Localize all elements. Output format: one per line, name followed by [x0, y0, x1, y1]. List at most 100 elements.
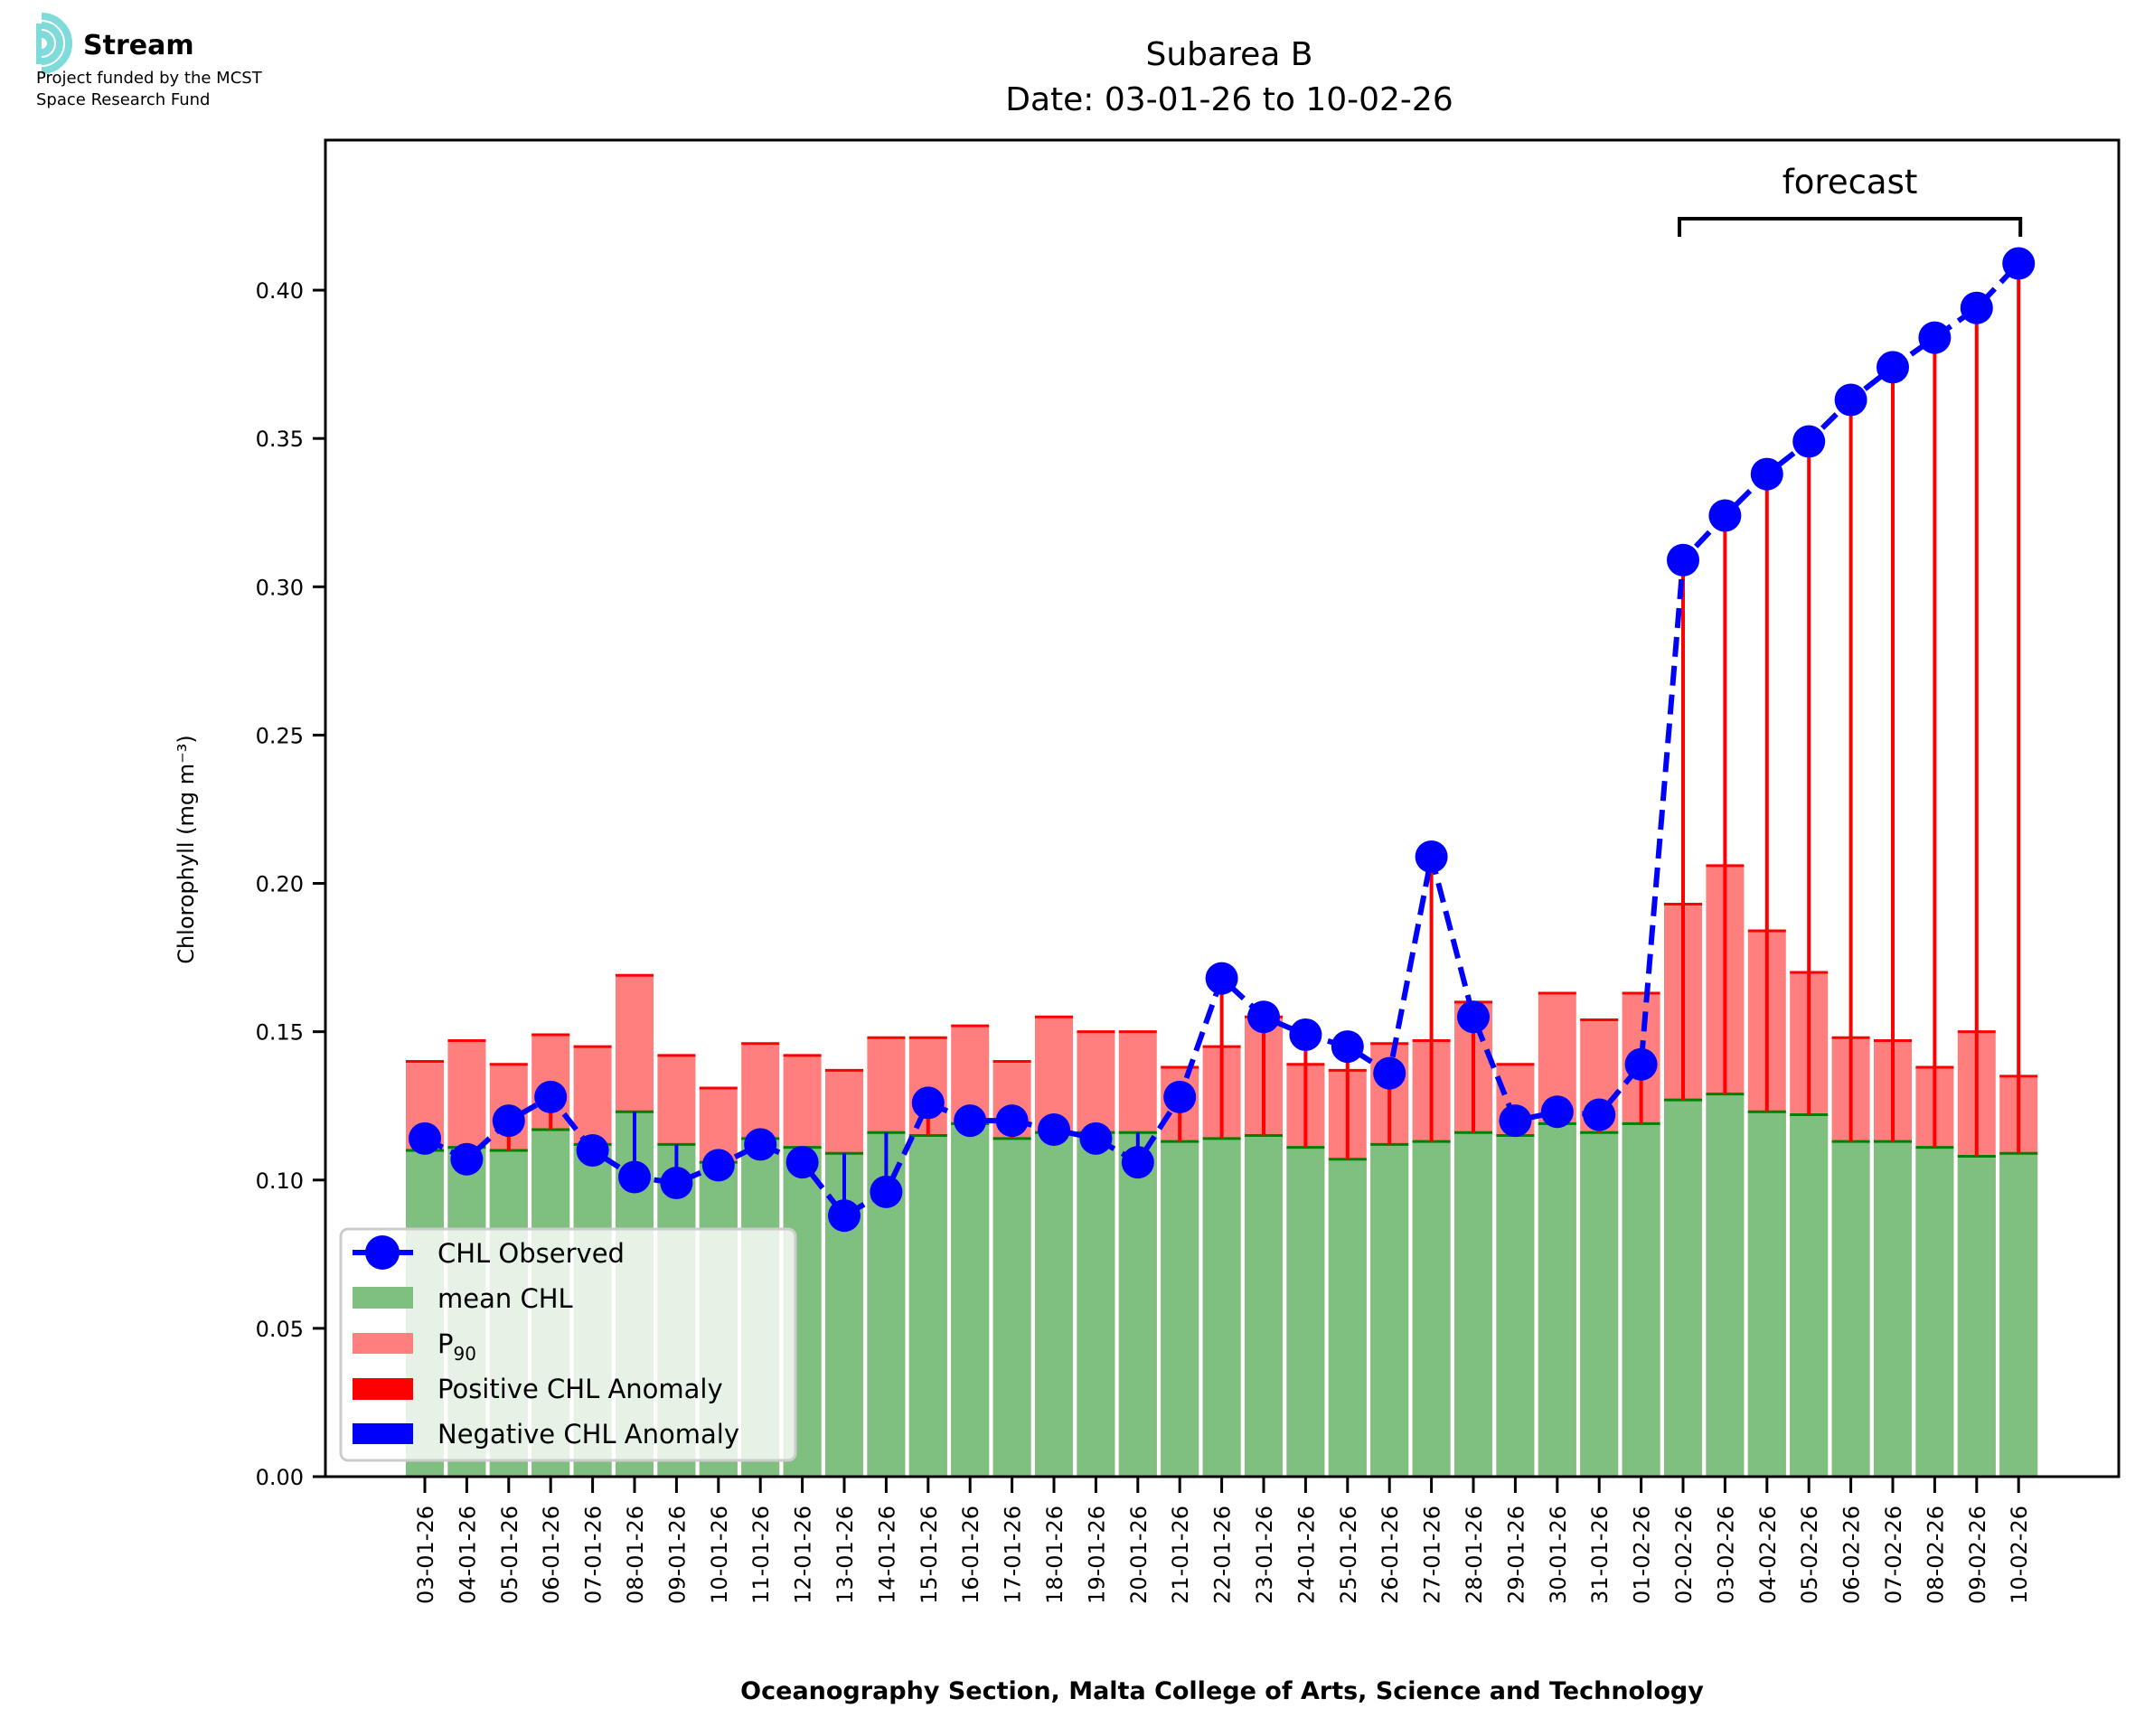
logo-name: Stream [83, 30, 194, 61]
mean-bar [1035, 1132, 1073, 1477]
y-tick-label: 0.35 [256, 427, 304, 452]
mean-bar [1580, 1132, 1619, 1477]
y-tick-label: 0.10 [256, 1168, 304, 1194]
observed-point [1079, 1121, 1113, 1155]
anomaly-layer [423, 263, 2021, 1216]
x-axis: 03-01-26 04-01-26 05-01-26 06-01-26 07-01-26… [413, 1477, 2032, 1604]
observed-point [995, 1104, 1029, 1138]
observed-point [1499, 1104, 1532, 1138]
y-tick-label: 0.40 [256, 278, 304, 304]
x-tick-label: 06-01-26 [539, 1506, 564, 1604]
observed-point [911, 1086, 945, 1120]
y-tick-label: 0.15 [256, 1020, 304, 1046]
observed-point [1960, 291, 1993, 324]
x-tick-label: 10-01-26 [707, 1506, 732, 1604]
x-tick-label: 30-01-26 [1546, 1506, 1571, 1604]
observed-point [1415, 840, 1448, 874]
x-tick-label: 28-01-26 [1462, 1506, 1487, 1604]
observed-point [1667, 543, 1699, 577]
x-tick-label: 25-01-26 [1336, 1506, 1361, 1604]
x-tick-label: 17-01-26 [1001, 1506, 1026, 1604]
logo-wave [41, 22, 63, 65]
x-tick-label: 06-02-26 [1839, 1506, 1865, 1604]
x-tick-label: 04-01-26 [455, 1506, 480, 1604]
observed-point [618, 1160, 651, 1194]
legend-mean-swatch [353, 1287, 413, 1309]
mean-bar [1370, 1144, 1409, 1477]
x-tick-label: 16-01-26 [958, 1506, 983, 1604]
x-tick-label: 21-01-26 [1168, 1506, 1193, 1604]
chart-subtitle: Date: 03-01-26 to 10-02-26 [1005, 81, 1453, 118]
observed-point [701, 1149, 735, 1182]
forecast-bracket [1678, 217, 2023, 237]
x-tick-label: 15-01-26 [917, 1506, 942, 1604]
logo-subtitle-line-1: Project funded by the MCST [36, 69, 263, 88]
observed-point [744, 1128, 777, 1161]
observed-point [450, 1142, 484, 1176]
mean-bar [1999, 1153, 2038, 1477]
observed-point [1750, 457, 1783, 491]
x-tick-label: 26-01-26 [1378, 1506, 1403, 1604]
x-tick-label: 20-01-26 [1126, 1506, 1152, 1604]
mean-bar [1957, 1156, 1996, 1477]
mean-bar [1454, 1132, 1492, 1477]
legend-label-positive-anomaly: Positive CHL Anomaly [437, 1374, 723, 1404]
x-tick-label: 29-01-26 [1503, 1506, 1528, 1604]
observed-point [576, 1133, 609, 1167]
x-tick-label: 31-01-26 [1587, 1506, 1613, 1604]
x-tick-label: 09-02-26 [1965, 1506, 1990, 1604]
mean-bar [1831, 1141, 1870, 1477]
logo-bar [36, 23, 42, 64]
x-tick-label: 05-01-26 [497, 1506, 522, 1604]
y-tick-label: 0.05 [256, 1317, 304, 1342]
x-tick-label: 24-01-26 [1293, 1506, 1319, 1604]
observed-point [1624, 1047, 1658, 1081]
x-tick-label: 27-01-26 [1420, 1506, 1445, 1604]
observed-point [1708, 499, 1742, 532]
legend-item-positive-anomaly: Positive CHL Anomaly [353, 1374, 723, 1404]
observed-point [1792, 425, 1826, 458]
observed-line-layer [409, 247, 2036, 1233]
observed-point [1038, 1112, 1070, 1146]
x-axis-label: Oceanography Section, Malta College of A… [740, 1677, 1704, 1705]
mean-bar [1286, 1147, 1325, 1477]
mean-bar [1245, 1135, 1283, 1477]
observed-point [409, 1121, 441, 1155]
x-tick-label: 13-01-26 [832, 1506, 858, 1604]
legend-positive-swatch [353, 1378, 413, 1400]
mean-bar [1538, 1123, 1576, 1477]
observed-point [534, 1080, 568, 1113]
x-tick-label: 23-01-26 [1252, 1506, 1277, 1604]
mean-bar [1118, 1132, 1157, 1477]
x-tick-label: 01-02-26 [1630, 1506, 1655, 1604]
observed-point [1289, 1018, 1322, 1051]
stream-waves-icon [36, 13, 77, 74]
mean-bar [1706, 1093, 1745, 1477]
legend-label-mean: mean CHL [437, 1283, 573, 1314]
observed-point [1583, 1098, 1616, 1131]
mean-bar [1496, 1135, 1535, 1477]
observed-point [1540, 1095, 1574, 1129]
observed-point [828, 1199, 861, 1233]
legend: CHL Observed mean CHL P90 Positive CHL A… [339, 1227, 797, 1462]
mean-bar [1202, 1138, 1241, 1477]
mean-bar [1747, 1112, 1786, 1477]
x-tick-label: 18-01-26 [1042, 1506, 1068, 1604]
y-axis-label: Chlorophyll (mg m⁻³) [174, 735, 199, 964]
legend-box [339, 1227, 797, 1462]
legend-item-negative-anomaly: Negative CHL Anomaly [353, 1419, 739, 1450]
mean-bar [908, 1135, 947, 1477]
mean-bar [1328, 1159, 1367, 1477]
x-tick-label: 09-01-26 [664, 1506, 690, 1604]
logo-wave [41, 31, 54, 56]
observed-point [1877, 351, 1909, 384]
observed-point [2002, 247, 2036, 280]
observed-point [1457, 1000, 1490, 1034]
y-tick-label: 0.20 [256, 872, 304, 897]
observed-point [954, 1104, 987, 1138]
observed-point [492, 1104, 525, 1138]
observed-point [1163, 1080, 1197, 1113]
x-tick-label: 08-02-26 [1923, 1506, 1948, 1604]
legend-observed-marker [365, 1235, 400, 1270]
y-axis: 0.00 0.05 0.10 0.15 0.20 0.25 0.30 0.35 0.40 [256, 278, 325, 1490]
